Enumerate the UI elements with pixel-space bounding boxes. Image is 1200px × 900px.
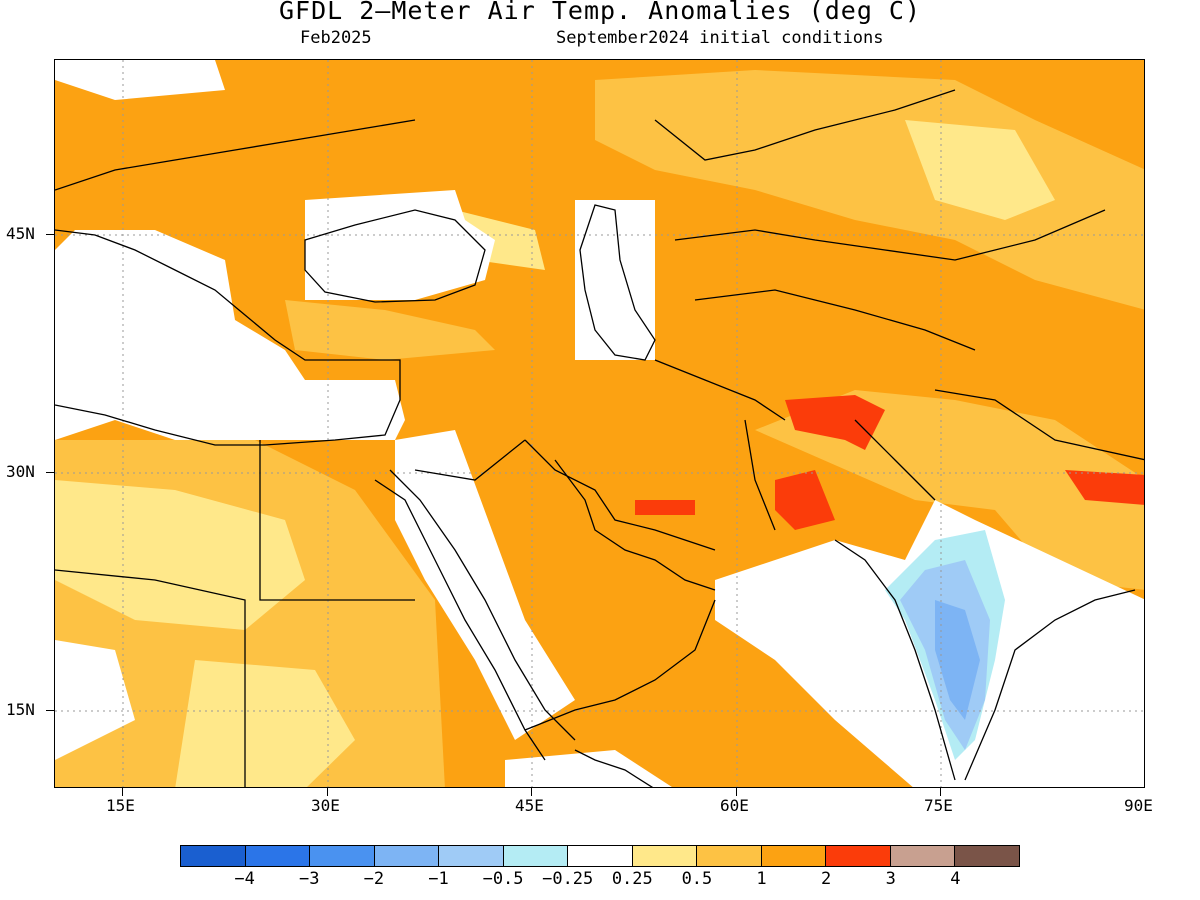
colorbar-swatch [374, 846, 440, 866]
coastline-black-sea [304, 209, 486, 303]
country-border [744, 419, 776, 531]
anomaly-region-white [55, 230, 405, 440]
anomaly-region-red [775, 470, 835, 530]
colorbar-swatch [245, 846, 311, 866]
lon-label-90e: 90E [1124, 796, 1153, 815]
colorbar-swatch [826, 846, 891, 866]
anomaly-region-red [635, 500, 695, 515]
lon-label-75e: 75E [924, 796, 953, 815]
coastline-persian-gulf [524, 439, 716, 551]
lon-label-60e: 60E [720, 796, 749, 815]
coastline-caspian-sea [579, 204, 656, 361]
anomaly-region-red [785, 395, 885, 450]
anomaly-region-red [1065, 470, 1144, 505]
country-border [654, 359, 786, 421]
colorbar-label: −1 [428, 869, 449, 889]
anomaly-region-white [575, 200, 655, 360]
lon-label-15e: 15E [106, 796, 135, 815]
colorbar-swatch [310, 846, 375, 866]
colorbar [180, 845, 1020, 867]
colorbar-label: 0.5 [681, 869, 713, 889]
anomaly-region-light-orange [285, 300, 495, 360]
coastline-arabia [524, 599, 716, 731]
anomaly-map-svg [55, 60, 1144, 787]
colorbar-swatch [890, 846, 956, 866]
coastline-africa [574, 749, 654, 787]
lon-tick-60e [736, 788, 737, 796]
lon-tick-75e [940, 788, 941, 796]
country-border [414, 439, 526, 481]
map-title: GFDL 2–Meter Air Temp. Anomalies (deg C) [278, 0, 922, 25]
lat-tick-15n [46, 710, 54, 711]
anomaly-region-pale-yellow [905, 120, 1055, 220]
anomaly-region-white [55, 60, 225, 100]
lat-label-15n: 15N [6, 700, 35, 719]
lat-label-45n: 45N [6, 224, 35, 243]
lon-label-30e: 30E [311, 796, 340, 815]
country-border [674, 209, 1106, 261]
colorbar-label: 4 [950, 869, 961, 889]
colorbar-swatch [761, 846, 827, 866]
forecast-month: Feb2025 [300, 28, 372, 48]
colorbar-swatch [697, 846, 762, 866]
lat-label-30n: 30N [6, 462, 35, 481]
coastline-red-sea [389, 469, 576, 741]
country-border [694, 289, 976, 351]
anomaly-map [54, 59, 1145, 788]
coastline-india [964, 589, 1136, 781]
anomaly-region-white [505, 750, 672, 787]
anomaly-region-blue [935, 600, 980, 720]
colorbar-label: −0.25 [542, 869, 594, 889]
lat-tick-30n [46, 472, 54, 473]
colorbar-swatch [503, 846, 569, 866]
colorbar-swatch [955, 846, 1019, 866]
country-border [654, 89, 956, 161]
coastline-persian-gulf [554, 459, 716, 591]
colorbar-label: 0.25 [611, 869, 653, 889]
initial-conditions: September2024 initial conditions [556, 28, 884, 48]
colorbar-swatch [632, 846, 698, 866]
country-border [259, 440, 415, 601]
colorbar-label: −4 [234, 869, 255, 889]
lon-tick-30e [327, 788, 328, 796]
anomaly-region-white [55, 640, 135, 760]
colorbar-label: 2 [821, 869, 832, 889]
colorbar-label: −3 [298, 869, 320, 889]
country-border [55, 119, 416, 191]
colorbar-label: 3 [885, 869, 896, 889]
anomaly-region-white [395, 430, 575, 740]
coastline-india [834, 539, 956, 781]
lat-tick-45n [46, 234, 54, 235]
country-border [55, 569, 246, 787]
lon-tick-45e [531, 788, 532, 796]
lon-tick-15e [122, 788, 123, 796]
colorbar-swatch [181, 846, 246, 866]
colorbar-label: −0.5 [482, 869, 524, 889]
lon-label-45e: 45E [515, 796, 544, 815]
colorbar-label: −2 [363, 869, 385, 889]
colorbar-swatch [439, 846, 504, 866]
anomaly-region-pale-yellow [175, 660, 355, 787]
country-border [854, 419, 936, 501]
colorbar-swatch [568, 846, 633, 866]
colorbar-label: 1 [756, 869, 767, 889]
anomaly-region-pale-yellow [55, 480, 305, 630]
coastline-mediterranean [55, 229, 401, 446]
country-border [934, 389, 1144, 461]
